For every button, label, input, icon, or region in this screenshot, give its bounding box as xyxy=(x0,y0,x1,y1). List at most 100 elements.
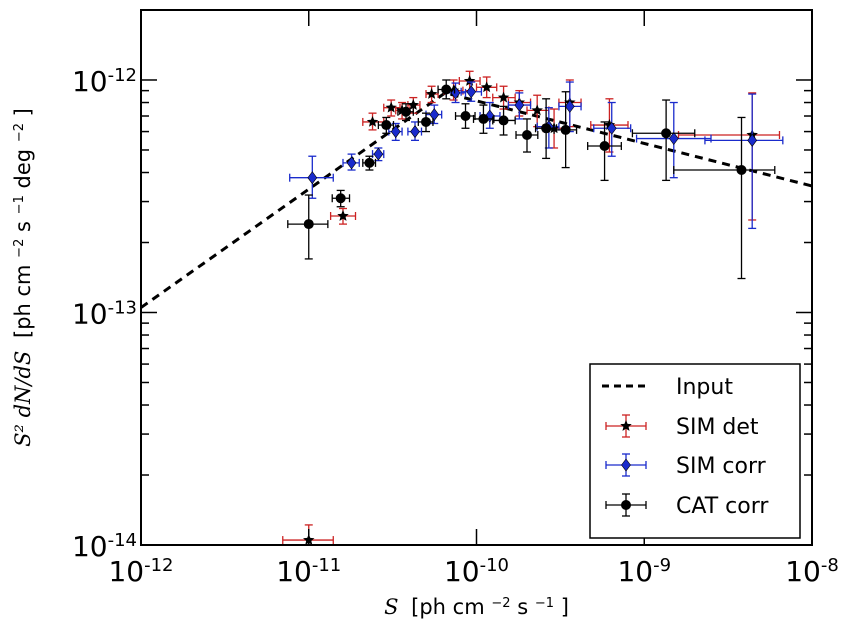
cat-corr-point xyxy=(534,98,558,160)
sim-corr-marker xyxy=(373,147,384,161)
series-sim-corr xyxy=(289,81,784,230)
sim-det-point xyxy=(383,99,401,117)
sim-det-point xyxy=(492,85,516,110)
sim-det-marker xyxy=(531,104,543,116)
cat-corr-point xyxy=(515,118,539,153)
y-axis-unit-2: s xyxy=(11,221,35,232)
y-tick-base: 10 xyxy=(72,530,108,563)
sim-corr-marker xyxy=(346,156,357,170)
cat-corr-marker xyxy=(421,116,432,127)
x-tick-base: 10 xyxy=(617,555,653,588)
x-axis-exp-2: −1 xyxy=(535,596,554,611)
cat-corr-point xyxy=(553,91,578,169)
sim-corr-point xyxy=(425,104,443,125)
x-tick-label: 10-8 xyxy=(785,555,839,589)
sim-det-marker xyxy=(497,91,510,103)
y-axis-unit-4: ] xyxy=(11,108,35,116)
y-tick-base: 10 xyxy=(72,65,108,98)
cat-corr-marker xyxy=(401,106,412,117)
sim-corr-marker xyxy=(606,121,617,135)
cat-corr-marker xyxy=(560,124,571,135)
y-tick-label: 10-13 xyxy=(72,297,137,331)
y-tick-base: 10 xyxy=(72,297,108,330)
cat-corr-point xyxy=(417,112,434,133)
x-axis-label: S [ph cm −2 s −1 ] xyxy=(384,595,569,619)
sim-det-point xyxy=(329,207,357,225)
sim-corr-marker xyxy=(514,98,525,112)
sim-det-marker xyxy=(425,88,438,99)
cat-corr-marker xyxy=(303,219,314,230)
x-tick-label: 10-12 xyxy=(108,555,173,589)
sim-corr-point xyxy=(635,101,712,179)
y-tick-label: 10-12 xyxy=(72,64,137,98)
cat-corr-point xyxy=(377,116,395,134)
y-tick-exp: -14 xyxy=(108,530,137,551)
sim-corr-point xyxy=(593,101,632,157)
sim-corr-marker xyxy=(466,85,477,99)
sim-det-marker xyxy=(337,210,349,221)
sim-det-point xyxy=(475,76,498,99)
cat-corr-marker xyxy=(521,129,532,140)
sim-corr-point xyxy=(507,92,532,120)
cat-corr-point xyxy=(397,103,414,122)
legend-label-sim-corr: SIM corr xyxy=(676,454,767,479)
cat-corr-marker xyxy=(460,111,471,122)
legend-sim-corr-marker xyxy=(621,458,631,472)
cat-corr-marker xyxy=(736,165,747,176)
series-cat-corr xyxy=(287,79,776,280)
cat-corr-marker xyxy=(478,113,489,124)
y-axis-label: S² dN/dS [ph cm −2 s −1 deg −2 ] xyxy=(11,108,35,447)
cat-corr-point xyxy=(631,99,696,182)
y-axis-exp-3: −2 xyxy=(12,123,27,142)
x-tick-exp: -11 xyxy=(312,555,341,576)
cat-corr-marker xyxy=(335,193,346,204)
sim-corr-point xyxy=(704,93,784,230)
cat-corr-marker xyxy=(541,123,552,134)
sim-corr-point xyxy=(342,153,360,171)
x-tick-base: 10 xyxy=(444,555,480,588)
legend-sim-det-marker xyxy=(620,420,632,431)
sim-det-marker xyxy=(407,99,420,110)
x-axis-symbol: S xyxy=(384,595,398,619)
x-tick-base: 10 xyxy=(785,555,821,588)
sim-corr-marker xyxy=(564,99,575,113)
cat-corr-marker xyxy=(441,84,452,95)
x-tick-base: 10 xyxy=(276,555,312,588)
cat-corr-point xyxy=(437,79,456,100)
y-axis-unit-3: deg xyxy=(11,149,35,189)
cat-corr-marker xyxy=(364,157,375,168)
x-axis-exp-1: −2 xyxy=(491,596,510,611)
y-tick-label: 10-14 xyxy=(72,530,137,564)
y-axis-exp-2: −1 xyxy=(12,195,27,214)
cat-corr-marker xyxy=(498,115,509,126)
sim-det-marker xyxy=(480,81,493,93)
x-tick-base: 10 xyxy=(108,555,144,588)
x-tick-exp: -12 xyxy=(144,555,173,576)
plot-layer xyxy=(141,70,812,545)
x-axis-unit-1: [ph cm xyxy=(411,595,485,619)
x-axis-unit-2: s xyxy=(517,595,528,619)
legend-cat-corr-marker xyxy=(621,500,631,510)
cat-corr-point xyxy=(331,189,351,208)
x-tick-exp: -8 xyxy=(821,555,839,576)
legend-label-sim-det: SIM det xyxy=(676,415,759,440)
cat-corr-point xyxy=(362,155,377,171)
y-axis-exp-1: −2 xyxy=(12,239,27,258)
x-tick-exp: -9 xyxy=(653,555,671,576)
sim-det-marker xyxy=(463,75,476,86)
sim-corr-point xyxy=(460,81,483,102)
x-tick-label: 10-9 xyxy=(617,555,671,589)
sim-det-marker xyxy=(385,101,397,113)
x-tick-label: 10-11 xyxy=(276,555,341,589)
sim-corr-marker xyxy=(747,133,758,147)
legend-cat-corr-swatch xyxy=(605,493,647,517)
y-axis-unit-1: [ph cm xyxy=(11,264,35,338)
cat-corr-point xyxy=(454,103,476,129)
sim-corr-marker xyxy=(307,171,318,185)
sim-corr-marker xyxy=(668,132,679,146)
sim-det-marker xyxy=(366,115,379,127)
sim-corr-marker xyxy=(429,108,440,122)
cat-corr-point xyxy=(673,116,776,280)
sim-corr-point xyxy=(289,155,334,199)
